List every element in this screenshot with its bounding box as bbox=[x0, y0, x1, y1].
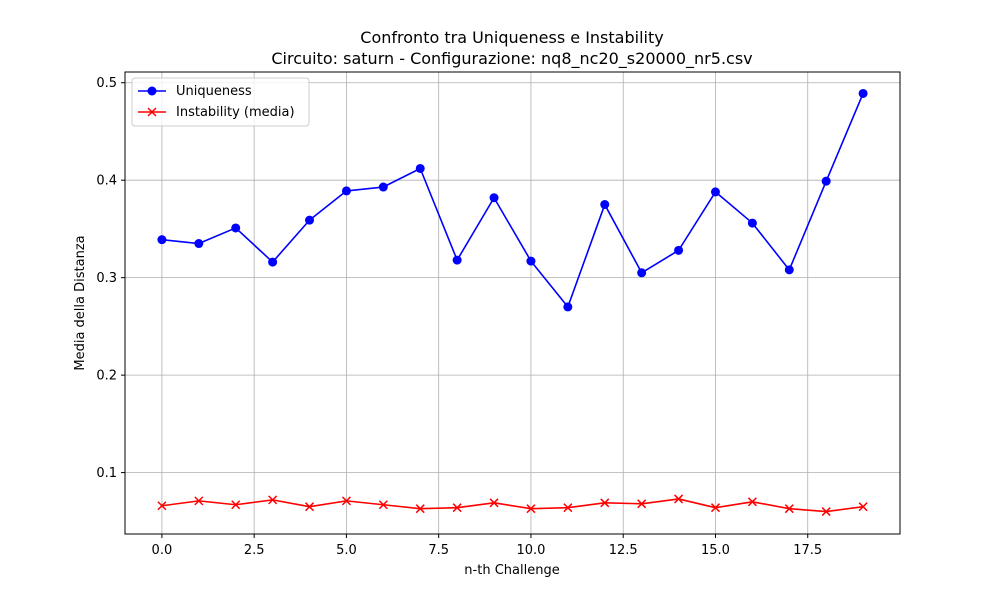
data-point-uniqueness bbox=[858, 88, 868, 98]
data-point-instability bbox=[489, 498, 499, 508]
data-point-instability bbox=[415, 504, 425, 514]
x-tick-label: 7.5 bbox=[428, 543, 449, 558]
y-axis-ticks: 0.1 0.2 0.3 0.4 0.5 bbox=[96, 76, 125, 481]
x-axis-ticks: 0.0 2.5 5.0 7.5 10.0 12.5 15.0 17.5 bbox=[152, 534, 822, 558]
data-point-instability bbox=[341, 496, 351, 506]
x-tick-label: 15.0 bbox=[701, 543, 730, 558]
y-tick-label: 0.3 bbox=[96, 271, 117, 286]
data-point-uniqueness bbox=[157, 235, 167, 245]
data-point-instability bbox=[452, 503, 462, 513]
legend-marker-uniqueness bbox=[147, 86, 157, 96]
chart-title: Confronto tra Uniqueness e Instability bbox=[360, 28, 663, 47]
data-point-uniqueness bbox=[268, 257, 278, 267]
data-point-uniqueness bbox=[674, 245, 684, 255]
data-point-uniqueness bbox=[710, 187, 720, 197]
grid bbox=[125, 72, 900, 534]
y-tick-label: 0.5 bbox=[96, 76, 117, 91]
x-axis-label: n-th Challenge bbox=[464, 563, 559, 578]
data-point-uniqueness bbox=[452, 255, 462, 265]
data-point-uniqueness bbox=[378, 182, 388, 192]
data-point-uniqueness bbox=[526, 256, 536, 266]
legend-marker-instability bbox=[147, 107, 157, 117]
series-line-instability bbox=[161, 498, 864, 513]
data-point-uniqueness bbox=[231, 223, 241, 233]
data-point-instability bbox=[674, 494, 684, 504]
data-point-uniqueness bbox=[600, 200, 610, 210]
data-point-instability bbox=[784, 504, 794, 514]
data-point-uniqueness bbox=[194, 239, 204, 249]
data-point-instability bbox=[194, 496, 204, 506]
data-point-uniqueness bbox=[637, 268, 647, 278]
series-line-uniqueness bbox=[161, 93, 864, 308]
chart-subtitle: Circuito: saturn - Configurazione: nq8_n… bbox=[271, 49, 752, 69]
data-point-instability bbox=[858, 502, 868, 512]
data-point-instability bbox=[637, 499, 647, 509]
data-point-instability bbox=[268, 495, 278, 505]
data-point-instability bbox=[526, 504, 536, 514]
y-tick-label: 0.1 bbox=[96, 466, 117, 481]
data-point-uniqueness bbox=[821, 176, 831, 186]
data-point-uniqueness bbox=[563, 302, 573, 312]
x-tick-label: 0.0 bbox=[152, 543, 173, 558]
y-tick-label: 0.4 bbox=[96, 174, 117, 189]
data-point-instability bbox=[378, 500, 388, 510]
data-point-uniqueness bbox=[341, 186, 351, 196]
x-tick-label: 2.5 bbox=[244, 543, 265, 558]
legend: Uniqueness Instability (media) bbox=[131, 77, 310, 127]
data-point-uniqueness bbox=[747, 218, 757, 228]
data-point-uniqueness bbox=[489, 193, 499, 203]
x-tick-label: 10.0 bbox=[516, 543, 545, 558]
data-point-instability bbox=[563, 503, 573, 513]
data-point-instability bbox=[304, 502, 315, 512]
data-point-uniqueness bbox=[784, 265, 794, 275]
x-tick-label: 17.5 bbox=[793, 543, 822, 558]
data-point-instability bbox=[600, 498, 610, 508]
data-point-uniqueness bbox=[305, 215, 315, 225]
legend-label-uniqueness: Uniqueness bbox=[176, 84, 252, 99]
legend-label-instability: Instability (media) bbox=[176, 105, 295, 120]
x-tick-label: 12.5 bbox=[609, 543, 638, 558]
x-tick-label: 5.0 bbox=[336, 543, 357, 558]
plot-frame bbox=[124, 71, 901, 535]
data-point-uniqueness bbox=[415, 163, 425, 173]
data-point-instability bbox=[710, 503, 721, 513]
y-tick-label: 0.2 bbox=[96, 369, 117, 384]
legend-box bbox=[131, 77, 310, 127]
series-layer bbox=[157, 88, 868, 517]
data-point-instability bbox=[231, 500, 241, 510]
data-point-instability bbox=[157, 501, 167, 511]
y-axis-label: Media della Distanza bbox=[73, 235, 88, 370]
data-point-instability bbox=[821, 507, 831, 517]
data-point-instability bbox=[747, 497, 757, 507]
